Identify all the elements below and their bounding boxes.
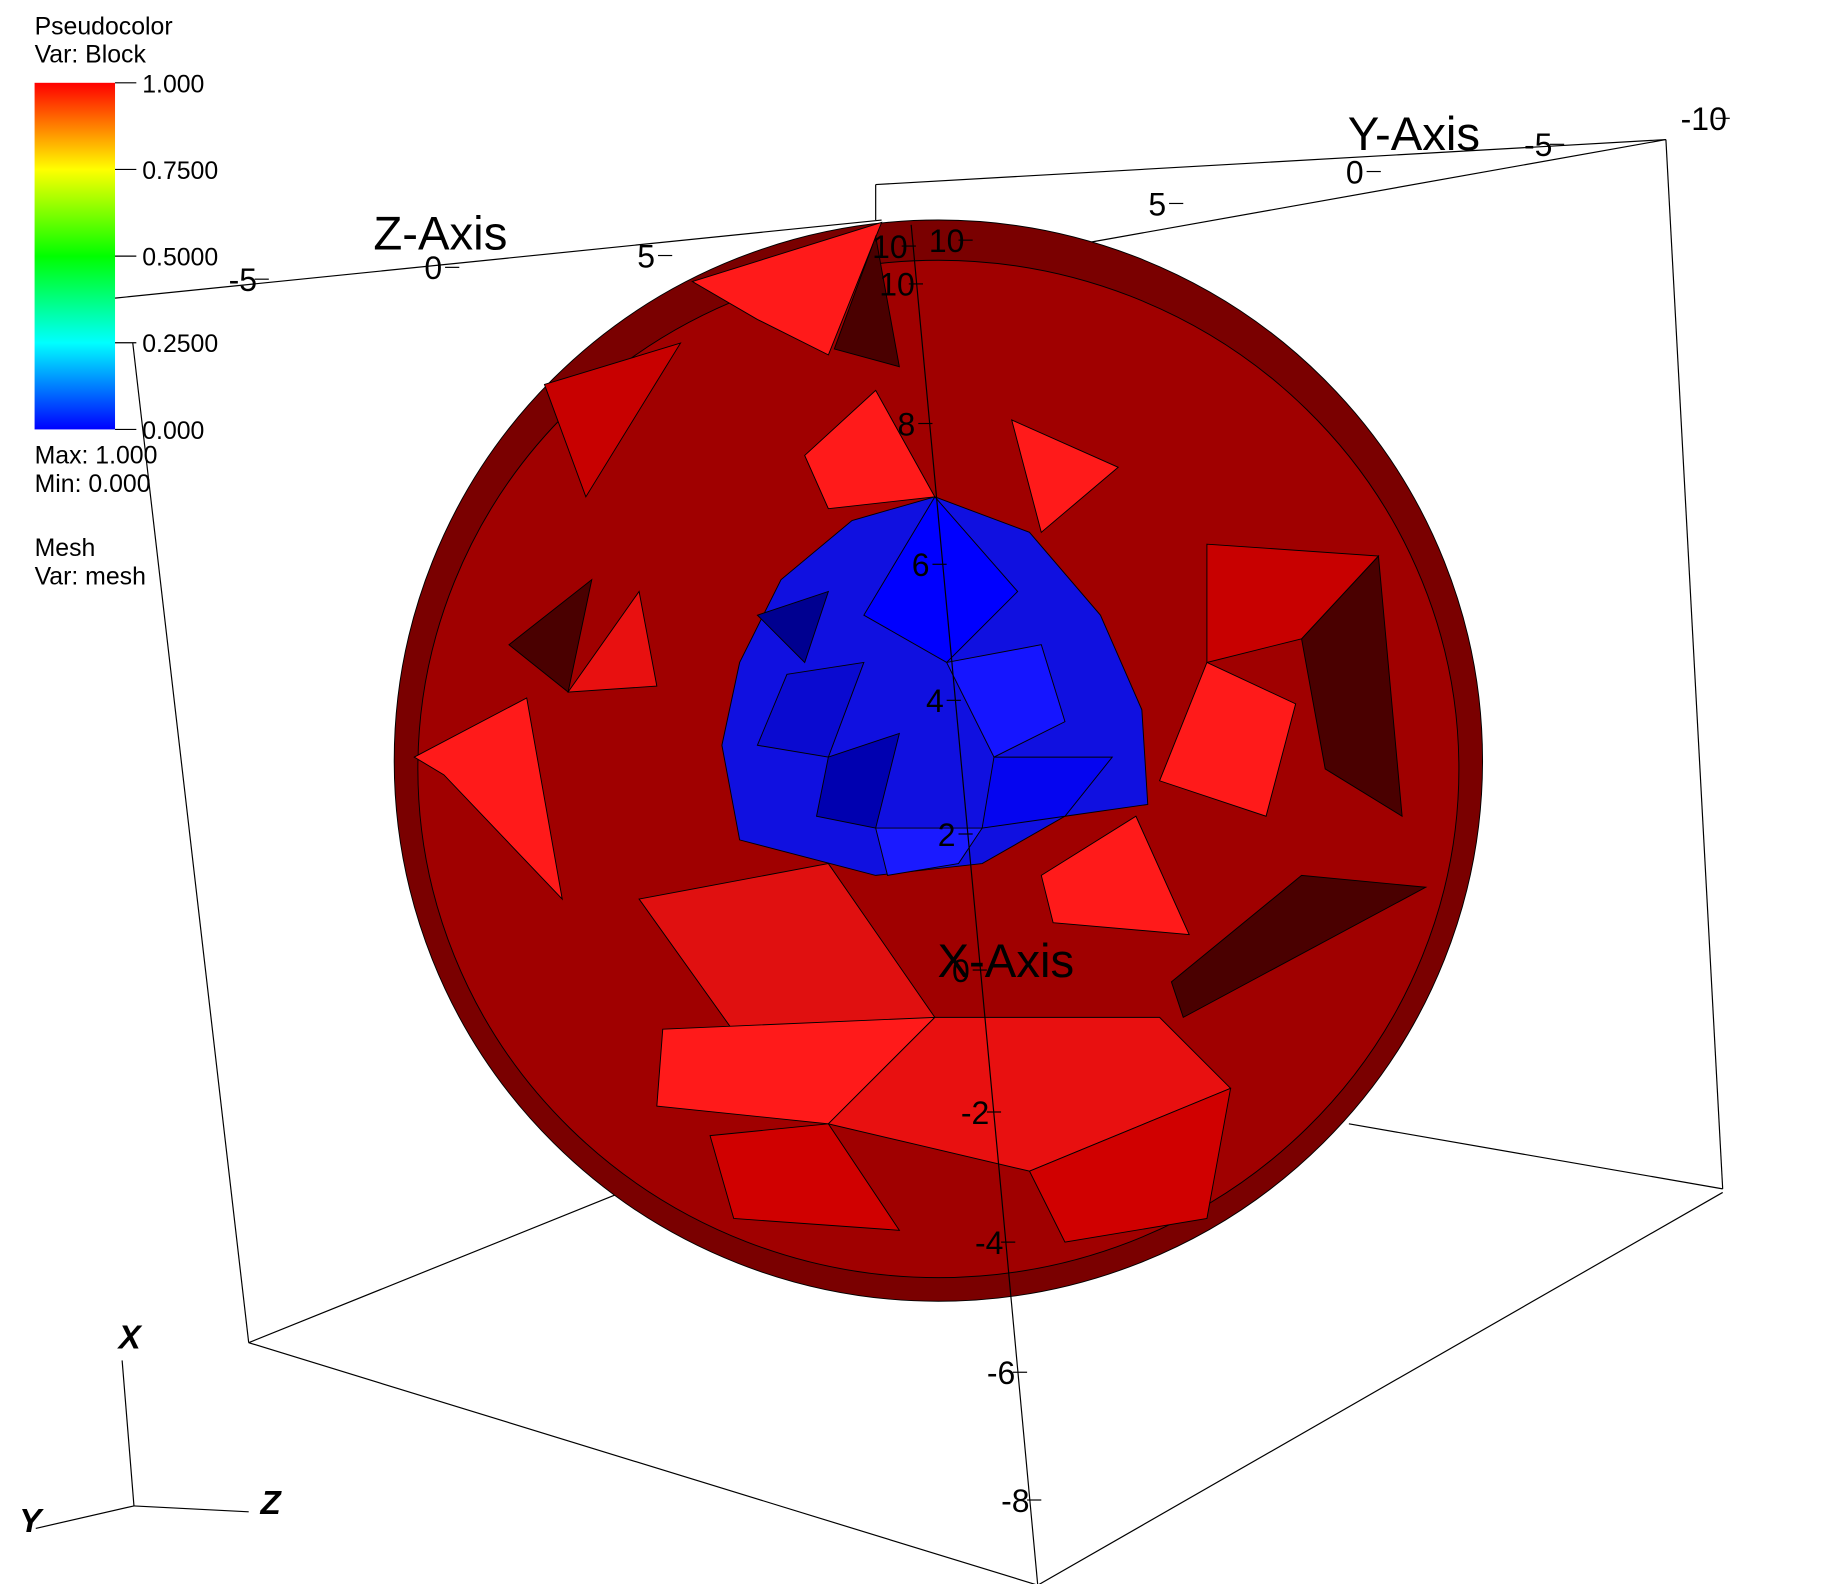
x-axis-line: [910, 224, 1039, 1584]
triad-y-label: Y: [19, 1503, 44, 1540]
x-tick-label: -8: [1001, 1483, 1029, 1519]
legend-plot: Pseudocolor: [35, 13, 173, 40]
x-tick-label: 0: [952, 953, 970, 989]
color-bar-tick-label: 0.5000: [142, 245, 218, 272]
z-axis-title: Z-Axis: [373, 208, 507, 261]
legend-max: Max: 1.000: [35, 443, 158, 470]
legend-min: Min: 0.000: [35, 471, 151, 498]
x-tick-label: 8: [898, 406, 916, 442]
x-tick-label: 2: [938, 817, 956, 853]
bounding-box: [114, 139, 1724, 1584]
x-tick-label: -2: [961, 1095, 989, 1131]
y-axis-title: Y-Axis: [1348, 108, 1480, 161]
color-bar: [34, 82, 116, 430]
mesh-legend-plot: Mesh: [35, 535, 96, 562]
axes: X-Axis 10 8 6 4 2 0 -2 -4 -6 -8 Y-Axis 10 5 0 -5 -10 Z-Ax…: [229, 101, 1730, 1519]
x-tick-label: -6: [987, 1355, 1015, 1391]
mesh-legend-var: Var: mesh: [35, 563, 146, 590]
color-bar-tick-label: 0.7500: [142, 158, 218, 185]
x-tick-label: 6: [912, 547, 930, 583]
triad-z-label: Z: [260, 1485, 283, 1522]
triad: X Z Y: [19, 1320, 282, 1540]
sphere-mesh: [393, 219, 1484, 1302]
x-tick-label: -4: [975, 1225, 1003, 1261]
x-tick-label: 10: [879, 267, 915, 303]
y-tick-label: 0: [1346, 154, 1364, 190]
y-tick-label: -5: [1524, 127, 1552, 163]
z-tick-label: -5: [229, 262, 257, 298]
z-tick-label: 0: [424, 250, 442, 286]
y-tick-label: 5: [1148, 186, 1166, 222]
color-bar-tick-label: 0.2500: [142, 331, 218, 358]
y-tick-label: -10: [1681, 101, 1727, 137]
color-bar-ticks: 1.000 0.7500 0.5000 0.2500 0.000: [115, 71, 218, 445]
x-axis-title: X-Axis: [937, 935, 1074, 988]
z-tick-label: 10: [872, 229, 908, 265]
legend-var: Var: Block: [35, 42, 147, 69]
x-tick-label: 4: [926, 683, 944, 719]
z-tick-label: 5: [637, 238, 655, 274]
y-tick-label: 10: [929, 223, 965, 259]
color-bar-tick-label: 1.000: [142, 71, 204, 98]
color-bar-tick-label: 0.000: [142, 418, 204, 445]
triad-x-label: X: [117, 1320, 143, 1357]
